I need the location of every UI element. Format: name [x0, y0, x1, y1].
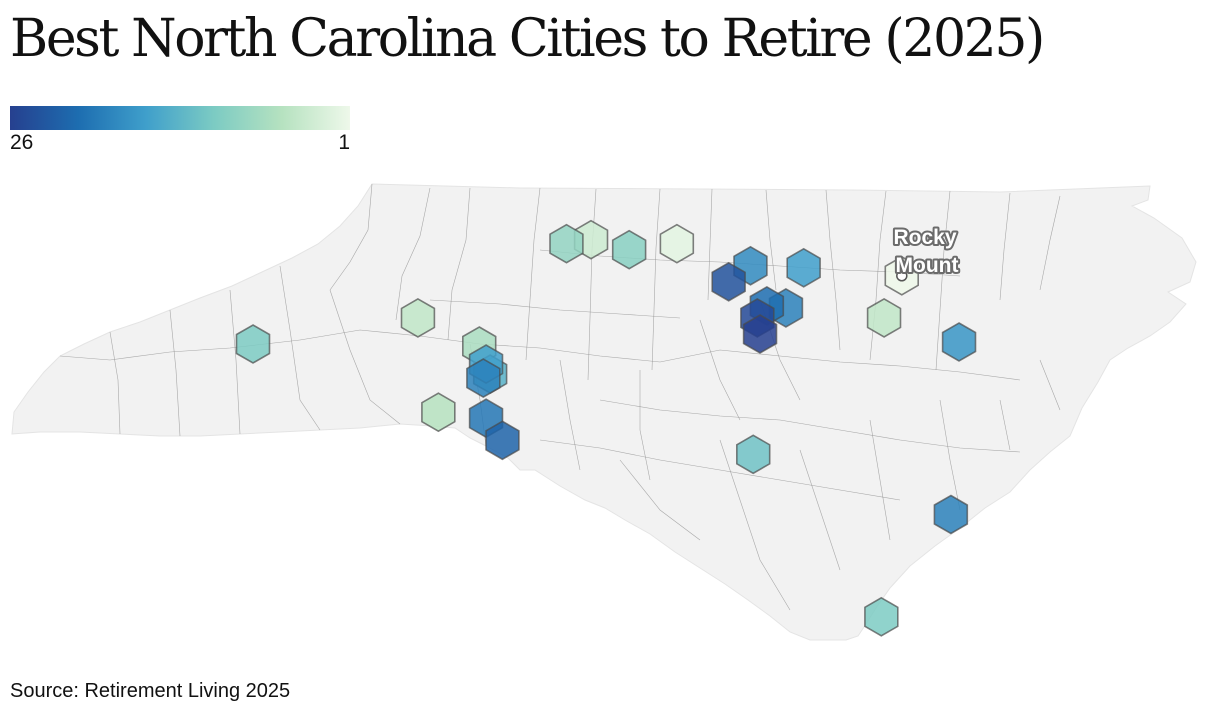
city-hexagons — [235, 219, 977, 637]
city-marker-dot — [896, 270, 908, 282]
county-border-line — [619, 459, 701, 541]
legend-labels: 26 1 — [10, 130, 350, 156]
county-border-line — [719, 439, 791, 611]
city-hexagon-hickory[interactable] — [400, 297, 436, 338]
county-border-line — [999, 192, 1011, 301]
city-hexagon-gastonia[interactable] — [421, 392, 456, 433]
city-hexagon-wake-forest[interactable] — [786, 247, 821, 288]
county-border-line — [799, 449, 841, 571]
county-border-line — [707, 188, 713, 301]
city-hexagon-cornelius[interactable] — [466, 358, 501, 399]
city-hexagon-fayetteville[interactable] — [735, 434, 771, 475]
city-hexagon-asheville[interactable] — [235, 324, 271, 364]
county-border-line — [279, 265, 321, 431]
city-hexagon-greenville[interactable] — [941, 322, 977, 362]
county-border-line — [659, 349, 1021, 381]
city-hexagon-greensboro[interactable] — [611, 229, 647, 270]
state-outline — [11, 183, 1197, 641]
city-hexagon-holly-springs[interactable] — [742, 314, 778, 354]
county-border-line — [639, 370, 651, 481]
city-hexagon-matthews[interactable] — [485, 420, 520, 461]
county-border-line — [559, 359, 581, 471]
legend-gradient-bar — [10, 106, 350, 130]
county-border-line — [1039, 359, 1061, 411]
county-border-line — [539, 439, 901, 501]
county-border-line — [109, 331, 121, 435]
legend-min-label: 26 — [10, 131, 34, 154]
county-border-line — [169, 309, 181, 437]
county-border-line — [395, 187, 431, 321]
city-label-rocky: Rocky — [893, 226, 956, 249]
county-border-line — [765, 189, 777, 291]
county-border-line — [447, 187, 471, 341]
color-legend: 26 1 — [10, 106, 350, 156]
county-border-line — [939, 399, 961, 511]
source-note: Source: Retirement Living 2025 — [10, 680, 291, 702]
county-border-line — [329, 183, 373, 291]
county-border-line — [429, 299, 681, 319]
county-border-line — [825, 189, 841, 351]
county-border-line — [699, 319, 741, 421]
city-hexagon-winston-salem[interactable] — [549, 223, 584, 264]
county-border-line — [869, 419, 891, 541]
county-border-line — [935, 190, 951, 371]
city-hexagon-wilson[interactable] — [866, 297, 902, 338]
city-hexagon-chapel-hill[interactable] — [711, 261, 746, 302]
county-border-line — [1039, 195, 1061, 291]
city-hexagon-burlington[interactable] — [659, 223, 695, 264]
city-hexagon-wilmington[interactable] — [864, 596, 899, 637]
county-border-line — [329, 289, 401, 425]
city-hexagon-jacksonville[interactable] — [933, 494, 969, 535]
county-border-line — [651, 188, 661, 371]
city-label-mount: Mount — [896, 254, 959, 277]
county-border-line — [999, 399, 1011, 451]
county-border-line — [587, 188, 597, 381]
county-border-line — [525, 187, 541, 361]
county-border-line — [229, 289, 241, 435]
legend-max-label: 1 — [338, 131, 350, 154]
county-border-line — [599, 399, 1021, 453]
north-carolina-state-shape — [11, 183, 1197, 641]
city-labels: Rocky Mount — [891, 224, 960, 279]
chart-title: Best North Carolina Cities to Retire (20… — [10, 9, 1045, 69]
